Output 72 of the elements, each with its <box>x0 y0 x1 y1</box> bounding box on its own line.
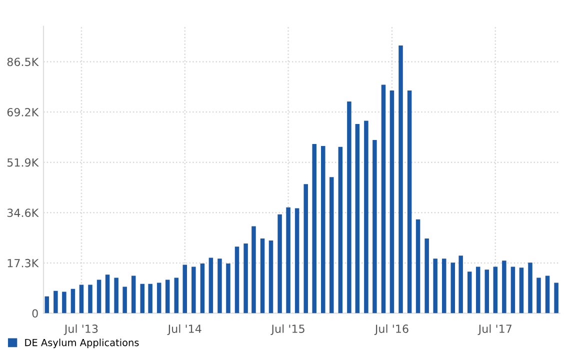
bar <box>528 262 532 314</box>
bar <box>407 90 412 314</box>
bar <box>312 144 316 314</box>
y-tick-label: 69.2K <box>7 108 39 116</box>
bar <box>244 243 248 314</box>
bar <box>182 264 187 314</box>
bar <box>114 278 118 314</box>
bar <box>330 177 334 314</box>
bar <box>467 272 472 314</box>
bar <box>493 266 498 314</box>
bar <box>364 120 368 314</box>
bar <box>234 246 240 314</box>
bar <box>450 262 456 314</box>
bar <box>398 45 403 314</box>
bar <box>347 102 352 314</box>
bar <box>458 256 463 314</box>
bar <box>338 146 343 314</box>
bar <box>79 284 84 314</box>
bar <box>442 258 446 314</box>
bar <box>70 288 76 314</box>
y-tick-label: 17.3K <box>8 258 39 268</box>
bar <box>44 296 50 314</box>
x-tick-label: Jul '16 <box>374 324 408 336</box>
bar <box>510 266 516 314</box>
bar <box>131 276 136 314</box>
bar <box>62 292 66 314</box>
bar <box>519 268 524 314</box>
bar <box>286 207 290 314</box>
bar <box>140 284 144 314</box>
x-tick-label: Jul '17 <box>478 324 512 336</box>
bar <box>484 270 490 314</box>
y-tick-label: 86.5K <box>7 58 39 66</box>
bar <box>424 238 429 314</box>
bar <box>304 184 308 314</box>
bar <box>536 278 541 314</box>
bar <box>54 290 58 314</box>
bar <box>390 90 394 314</box>
bar <box>200 264 205 314</box>
bar <box>294 208 300 314</box>
bar <box>208 258 214 314</box>
bar <box>192 266 196 314</box>
x-tick-label: Jul '14 <box>167 324 202 336</box>
bar <box>381 84 386 314</box>
bar <box>502 260 506 314</box>
bar <box>268 240 274 314</box>
bar <box>476 266 480 314</box>
y-tick-label: 0 <box>32 309 38 318</box>
y-tick-label: 34.6K <box>7 208 39 218</box>
bar <box>122 286 127 314</box>
bar <box>148 284 152 314</box>
bar <box>372 140 377 314</box>
bar <box>545 276 550 314</box>
bar <box>260 238 265 314</box>
x-tick-label: Jul '13 <box>64 324 98 336</box>
bar <box>88 284 92 314</box>
bar <box>321 146 326 314</box>
bar <box>554 282 558 314</box>
bar <box>156 282 162 314</box>
bar <box>433 258 438 314</box>
bar <box>416 219 420 314</box>
bar <box>165 280 170 314</box>
bar <box>174 278 178 314</box>
bar <box>218 258 222 314</box>
bar <box>105 274 110 314</box>
bar <box>96 280 102 314</box>
y-tick-label: 51.9K <box>7 158 39 167</box>
bar <box>226 264 230 314</box>
bar <box>252 226 256 314</box>
bar <box>355 124 360 314</box>
legend-label: DE Asylum Applications <box>25 338 139 348</box>
bar <box>278 214 282 314</box>
x-tick-label: Jul '15 <box>270 324 304 336</box>
